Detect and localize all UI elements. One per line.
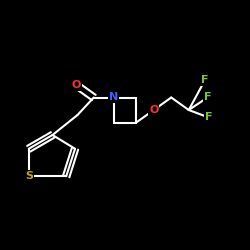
Text: N: N	[109, 92, 118, 102]
Text: S: S	[25, 171, 33, 181]
Text: O: O	[149, 105, 158, 115]
Text: O: O	[72, 80, 81, 90]
Text: F: F	[205, 112, 212, 122]
Text: F: F	[204, 92, 211, 102]
Text: F: F	[201, 75, 209, 85]
